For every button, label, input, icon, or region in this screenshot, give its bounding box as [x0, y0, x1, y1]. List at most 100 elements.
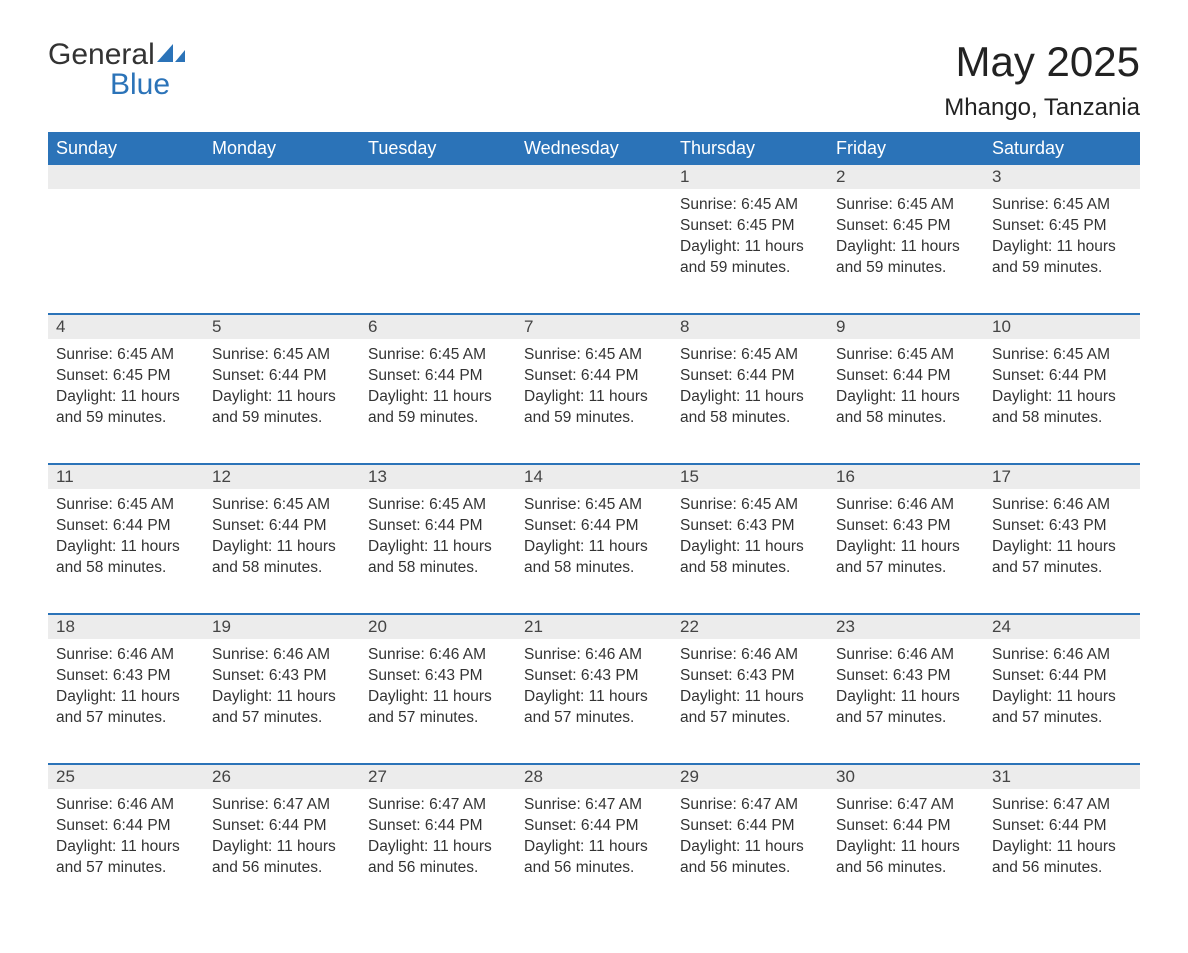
day-content: Sunrise: 6:45 AMSunset: 6:44 PMDaylight:… — [204, 339, 360, 437]
day-content: Sunrise: 6:46 AMSunset: 6:43 PMDaylight:… — [672, 639, 828, 737]
calendar-cell — [516, 165, 672, 313]
sunset-line: Sunset: 6:45 PM — [680, 216, 820, 237]
sunset-line: Sunset: 6:45 PM — [836, 216, 976, 237]
day-content: Sunrise: 6:47 AMSunset: 6:44 PMDaylight:… — [984, 789, 1140, 887]
calendar-cell: 14Sunrise: 6:45 AMSunset: 6:44 PMDayligh… — [516, 465, 672, 613]
day-number: 24 — [984, 615, 1140, 639]
day-content: Sunrise: 6:46 AMSunset: 6:43 PMDaylight:… — [516, 639, 672, 737]
day-number: 22 — [672, 615, 828, 639]
day-number — [48, 165, 204, 189]
logo-word2: Blue — [48, 70, 170, 100]
day-content: Sunrise: 6:46 AMSunset: 6:43 PMDaylight:… — [48, 639, 204, 737]
sunrise-line: Sunrise: 6:45 AM — [680, 495, 820, 516]
daylight-line: Daylight: 11 hours and 57 minutes. — [524, 687, 664, 729]
day-content: Sunrise: 6:46 AMSunset: 6:43 PMDaylight:… — [828, 639, 984, 737]
sunrise-line: Sunrise: 6:45 AM — [524, 345, 664, 366]
sunset-line: Sunset: 6:43 PM — [992, 516, 1132, 537]
day-content: Sunrise: 6:47 AMSunset: 6:44 PMDaylight:… — [360, 789, 516, 887]
day-header-sunday: Sunday — [48, 132, 204, 165]
sunset-line: Sunset: 6:43 PM — [524, 666, 664, 687]
day-number: 20 — [360, 615, 516, 639]
calendar-cell: 2Sunrise: 6:45 AMSunset: 6:45 PMDaylight… — [828, 165, 984, 313]
day-number: 10 — [984, 315, 1140, 339]
sunset-line: Sunset: 6:43 PM — [680, 516, 820, 537]
day-number: 25 — [48, 765, 204, 789]
day-content: Sunrise: 6:45 AMSunset: 6:44 PMDaylight:… — [516, 339, 672, 437]
daylight-line: Daylight: 11 hours and 58 minutes. — [992, 387, 1132, 429]
day-content: Sunrise: 6:47 AMSunset: 6:44 PMDaylight:… — [204, 789, 360, 887]
calendar-cell: 30Sunrise: 6:47 AMSunset: 6:44 PMDayligh… — [828, 765, 984, 913]
calendar-cell: 20Sunrise: 6:46 AMSunset: 6:43 PMDayligh… — [360, 615, 516, 763]
daylight-line: Daylight: 11 hours and 58 minutes. — [212, 537, 352, 579]
day-number: 26 — [204, 765, 360, 789]
sunset-line: Sunset: 6:44 PM — [368, 816, 508, 837]
sunset-line: Sunset: 6:44 PM — [56, 516, 196, 537]
daylight-line: Daylight: 11 hours and 59 minutes. — [524, 387, 664, 429]
sunset-line: Sunset: 6:44 PM — [524, 516, 664, 537]
calendar-cell: 16Sunrise: 6:46 AMSunset: 6:43 PMDayligh… — [828, 465, 984, 613]
logo-sail-icon — [157, 40, 185, 70]
page-subtitle: Mhango, Tanzania — [944, 94, 1140, 122]
calendar-cell: 25Sunrise: 6:46 AMSunset: 6:44 PMDayligh… — [48, 765, 204, 913]
sunset-line: Sunset: 6:43 PM — [836, 666, 976, 687]
sunrise-line: Sunrise: 6:47 AM — [524, 795, 664, 816]
day-number: 21 — [516, 615, 672, 639]
calendar-cell: 22Sunrise: 6:46 AMSunset: 6:43 PMDayligh… — [672, 615, 828, 763]
daylight-line: Daylight: 11 hours and 56 minutes. — [368, 837, 508, 879]
day-number: 13 — [360, 465, 516, 489]
sunrise-line: Sunrise: 6:47 AM — [680, 795, 820, 816]
daylight-line: Daylight: 11 hours and 59 minutes. — [680, 237, 820, 279]
day-number: 31 — [984, 765, 1140, 789]
day-content: Sunrise: 6:45 AMSunset: 6:44 PMDaylight:… — [984, 339, 1140, 437]
logo-text: General Blue — [48, 40, 185, 100]
sunrise-line: Sunrise: 6:45 AM — [212, 495, 352, 516]
calendar-cell — [360, 165, 516, 313]
daylight-line: Daylight: 11 hours and 57 minutes. — [212, 687, 352, 729]
sunrise-line: Sunrise: 6:46 AM — [524, 645, 664, 666]
calendar-cell: 21Sunrise: 6:46 AMSunset: 6:43 PMDayligh… — [516, 615, 672, 763]
calendar-cell: 13Sunrise: 6:45 AMSunset: 6:44 PMDayligh… — [360, 465, 516, 613]
sunset-line: Sunset: 6:44 PM — [56, 816, 196, 837]
day-number: 7 — [516, 315, 672, 339]
daylight-line: Daylight: 11 hours and 56 minutes. — [680, 837, 820, 879]
day-content: Sunrise: 6:45 AMSunset: 6:45 PMDaylight:… — [48, 339, 204, 437]
day-content: Sunrise: 6:45 AMSunset: 6:44 PMDaylight:… — [48, 489, 204, 587]
sunset-line: Sunset: 6:44 PM — [524, 816, 664, 837]
calendar-week: 4Sunrise: 6:45 AMSunset: 6:45 PMDaylight… — [48, 313, 1140, 463]
sunrise-line: Sunrise: 6:45 AM — [524, 495, 664, 516]
day-content: Sunrise: 6:46 AMSunset: 6:43 PMDaylight:… — [984, 489, 1140, 587]
sunrise-line: Sunrise: 6:45 AM — [992, 345, 1132, 366]
calendar-cell: 17Sunrise: 6:46 AMSunset: 6:43 PMDayligh… — [984, 465, 1140, 613]
day-content: Sunrise: 6:46 AMSunset: 6:44 PMDaylight:… — [984, 639, 1140, 737]
day-number: 2 — [828, 165, 984, 189]
sunrise-line: Sunrise: 6:46 AM — [680, 645, 820, 666]
calendar-cell: 3Sunrise: 6:45 AMSunset: 6:45 PMDaylight… — [984, 165, 1140, 313]
daylight-line: Daylight: 11 hours and 58 minutes. — [836, 387, 976, 429]
calendar-cell: 18Sunrise: 6:46 AMSunset: 6:43 PMDayligh… — [48, 615, 204, 763]
calendar-cell: 6Sunrise: 6:45 AMSunset: 6:44 PMDaylight… — [360, 315, 516, 463]
logo-word1: General — [48, 38, 155, 71]
sunrise-line: Sunrise: 6:46 AM — [56, 645, 196, 666]
sunrise-line: Sunrise: 6:46 AM — [212, 645, 352, 666]
calendar-cell: 31Sunrise: 6:47 AMSunset: 6:44 PMDayligh… — [984, 765, 1140, 913]
calendar-cell: 10Sunrise: 6:45 AMSunset: 6:44 PMDayligh… — [984, 315, 1140, 463]
calendar-cell — [204, 165, 360, 313]
calendar-cell: 15Sunrise: 6:45 AMSunset: 6:43 PMDayligh… — [672, 465, 828, 613]
sunrise-line: Sunrise: 6:47 AM — [836, 795, 976, 816]
sunset-line: Sunset: 6:44 PM — [368, 516, 508, 537]
day-content: Sunrise: 6:47 AMSunset: 6:44 PMDaylight:… — [516, 789, 672, 887]
logo: General Blue — [48, 40, 185, 100]
calendar-cell: 24Sunrise: 6:46 AMSunset: 6:44 PMDayligh… — [984, 615, 1140, 763]
day-number: 6 — [360, 315, 516, 339]
sunrise-line: Sunrise: 6:46 AM — [992, 495, 1132, 516]
calendar-week: 1Sunrise: 6:45 AMSunset: 6:45 PMDaylight… — [48, 165, 1140, 313]
sunset-line: Sunset: 6:44 PM — [992, 666, 1132, 687]
calendar-cell: 5Sunrise: 6:45 AMSunset: 6:44 PMDaylight… — [204, 315, 360, 463]
day-content: Sunrise: 6:45 AMSunset: 6:44 PMDaylight:… — [204, 489, 360, 587]
sunset-line: Sunset: 6:44 PM — [680, 366, 820, 387]
sunrise-line: Sunrise: 6:46 AM — [56, 795, 196, 816]
sunrise-line: Sunrise: 6:45 AM — [56, 345, 196, 366]
calendar-cell: 23Sunrise: 6:46 AMSunset: 6:43 PMDayligh… — [828, 615, 984, 763]
sunset-line: Sunset: 6:44 PM — [524, 366, 664, 387]
daylight-line: Daylight: 11 hours and 57 minutes. — [836, 537, 976, 579]
